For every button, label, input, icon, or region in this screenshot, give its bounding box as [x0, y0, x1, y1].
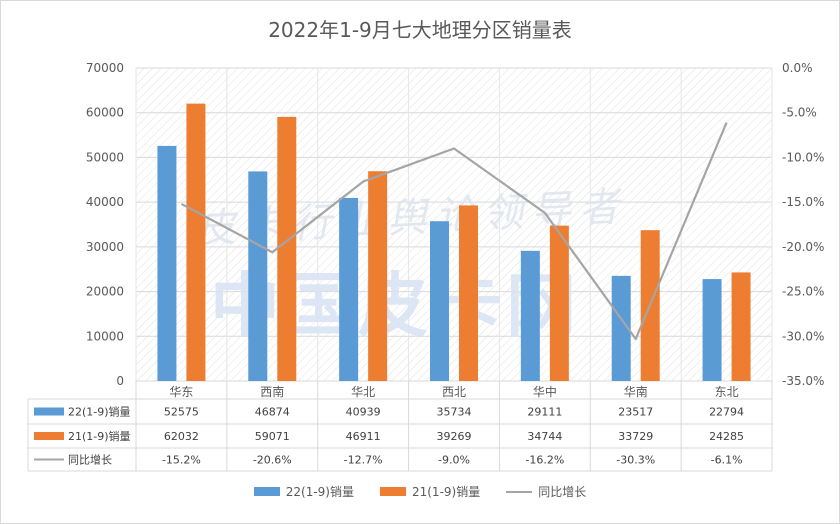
- bar-series: [157, 103, 751, 382]
- table-cell: -6.1%: [711, 454, 743, 467]
- category-label: 华北: [351, 385, 375, 399]
- table-cell: 40939: [346, 406, 381, 419]
- bar-21: [368, 171, 388, 381]
- chart-title: 2022年1-9月七大地理分区销量表: [268, 18, 572, 42]
- bar-22: [611, 275, 631, 381]
- table-cell: 59071: [255, 430, 290, 443]
- line-series: [180, 122, 728, 341]
- y-right-tick-label: -10.0%: [782, 150, 824, 164]
- y-left-tick-label: 50000: [86, 150, 124, 164]
- x-axis-categories: 华东 西南 华北 西北 华中 华南 东北: [169, 384, 738, 399]
- y-left-tick-label: 30000: [86, 240, 124, 254]
- y-right-tick-label: -20.0%: [782, 240, 824, 254]
- legend-label-22: 22(1-9)销量: [285, 485, 354, 499]
- table-cell: -30.3%: [616, 454, 655, 467]
- y-left-tick-label: 60000: [86, 106, 124, 120]
- table-cell: 29111: [527, 406, 562, 419]
- y-right-tick-label: 0.0%: [782, 61, 813, 75]
- legend-swatch-yoy: [506, 490, 533, 493]
- legend-item-21: 21(1-9)销量: [379, 483, 481, 500]
- table-legend-key: [34, 432, 64, 440]
- category-label: 华东: [169, 385, 193, 399]
- table-row-label: 21(1-9)销量: [68, 429, 131, 443]
- legend-label-21: 21(1-9)销量: [411, 485, 481, 499]
- legend-swatch-21: [379, 487, 406, 496]
- table-cell: -15.2%: [162, 454, 201, 467]
- category-label: 华中: [533, 384, 557, 399]
- table-cell: -16.2%: [525, 454, 564, 467]
- watermark-logo-text: 中国皮卡网: [210, 265, 580, 347]
- category-label: 西南: [260, 384, 284, 399]
- bar-21: [277, 116, 297, 382]
- y-axis-right: 0.0% -5.0% -10.0% -15.0% -20.0% -25.0% -30.0% -…: [782, 61, 824, 388]
- table-cell: 24285: [709, 430, 744, 443]
- gridlines: [135, 67, 773, 382]
- table-legend-key: [34, 407, 64, 416]
- bar-22: [339, 197, 359, 381]
- table-cell: 22794: [709, 406, 744, 419]
- y-right-tick-label: -15.0%: [782, 195, 824, 209]
- data-table: 22(1-9)销量 52575 46874 40939 35734 29111 23517 2…: [27, 381, 773, 472]
- bar-21: [186, 103, 206, 381]
- table-cell: -9.0%: [438, 454, 470, 467]
- y-left-tick-label: 10000: [86, 329, 124, 343]
- legend-item-22: 22(1-9)销量: [253, 483, 354, 500]
- legend-label-yoy: 同比增长: [538, 485, 587, 499]
- legend-item-yoy: 同比增长: [506, 483, 586, 500]
- table-cell: 35734: [437, 406, 472, 419]
- table-cell: 33729: [618, 430, 653, 443]
- table-cell: 62032: [164, 430, 199, 443]
- table-cell: -12.7%: [344, 454, 383, 467]
- plot-area: [136, 68, 772, 381]
- table-cell: 46911: [346, 430, 381, 443]
- bar-22: [520, 250, 540, 381]
- category-label: 东北: [715, 385, 739, 399]
- table-row-label: 同比增长: [68, 453, 112, 467]
- bar-21: [731, 272, 751, 381]
- y-left-tick-label: 70000: [86, 61, 124, 75]
- bar-22: [157, 145, 177, 381]
- y-left-tick-label: 40000: [86, 195, 124, 209]
- table-cell: 34744: [527, 430, 562, 443]
- table-cell: 23517: [618, 406, 653, 419]
- y-right-tick-label: -25.0%: [782, 285, 824, 299]
- y-right-tick-label: -30.0%: [782, 329, 824, 343]
- y-right-tick-label: -35.0%: [782, 374, 824, 388]
- y-left-tick-label: 20000: [86, 285, 124, 299]
- bar-22: [430, 221, 449, 381]
- table-cell: 46874: [255, 406, 290, 419]
- table-row-label: 22(1-9)销量: [68, 405, 131, 419]
- y-left-tick-label: 0: [116, 374, 124, 388]
- yoy-line: [180, 122, 728, 341]
- bar-21: [459, 205, 478, 381]
- y-right-tick-label: -5.0%: [782, 106, 817, 120]
- bar-22: [248, 171, 268, 381]
- legend: 22(1-9)销量 21(1-9)销量 同比增长: [0, 483, 840, 500]
- category-label: 西北: [442, 385, 466, 399]
- table-cell: 39269: [437, 430, 472, 443]
- y-axis-left: 0 10000 20000 30000 40000 50000 60000 70000: [86, 61, 124, 388]
- bar-21: [549, 225, 569, 381]
- legend-swatch-22: [253, 487, 280, 496]
- table-cell: -20.6%: [253, 454, 292, 467]
- table-cell: 52575: [164, 406, 199, 419]
- bar-22: [702, 279, 722, 381]
- category-label: 华南: [624, 384, 648, 399]
